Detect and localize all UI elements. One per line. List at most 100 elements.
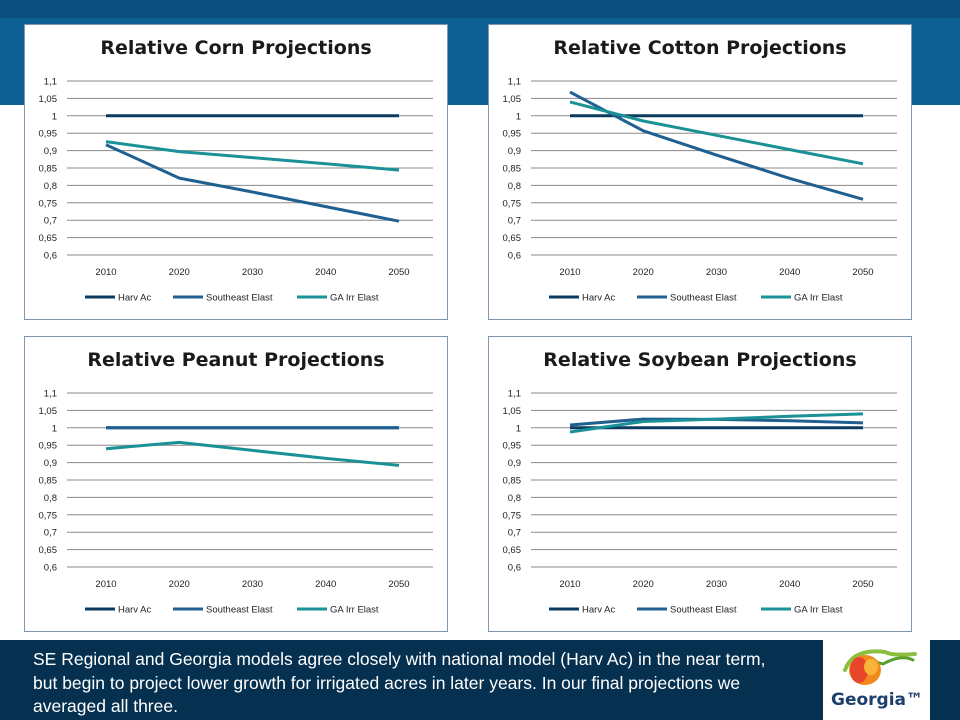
y-tick-label: 1,05 — [503, 406, 522, 417]
y-tick-label: 1 — [516, 423, 521, 434]
y-tick-label: 0,7 — [44, 528, 57, 539]
y-tick-label: 0,8 — [508, 181, 521, 192]
y-tick-label: 0,65 — [39, 233, 58, 244]
y-tick-label: 0,7 — [508, 528, 521, 539]
x-tick-label: 2050 — [388, 267, 409, 278]
y-tick-label: 0,75 — [39, 198, 58, 209]
y-tick-label: 0,85 — [503, 164, 522, 175]
gridlines — [531, 392, 897, 568]
y-tick-label: 0,95 — [503, 129, 522, 140]
y-tick-label: 0,65 — [503, 233, 522, 244]
legend-label: GA Irr Elast — [794, 293, 843, 304]
georgia-logo: Georgia™ — [823, 640, 930, 720]
x-tick-label: 2010 — [95, 579, 116, 590]
y-tick-label: 0,7 — [508, 216, 521, 227]
y-tick-label: 0,75 — [503, 510, 522, 521]
x-tick-label: 2050 — [852, 267, 873, 278]
logo-text: Georgia™ — [831, 690, 924, 710]
series-line-ga-irr-elast — [569, 412, 864, 434]
chart-title: Relative Soybean Projections — [543, 349, 857, 371]
gridlines — [67, 392, 433, 568]
y-tick-label: 1,1 — [508, 77, 521, 88]
y-tick-label: 0,6 — [508, 563, 521, 574]
y-tick-label: 0,95 — [39, 129, 58, 140]
y-tick-label: 1,05 — [503, 94, 522, 105]
y-tick-label: 1 — [516, 111, 521, 122]
series-line-southeast-elast — [569, 90, 864, 201]
gridlines — [67, 80, 433, 256]
legend-label: GA Irr Elast — [330, 605, 379, 616]
chart-svg: 0,6 0,65 0,7 0,75 0,8 0,85 0,9 0,95 1 1,05 1,1 2010… — [503, 389, 897, 616]
y-tick-label: 0,9 — [44, 458, 57, 469]
x-tick-label: 2010 — [95, 267, 116, 278]
y-tick-label: 0,95 — [503, 441, 522, 452]
chart-svg: 0,6 0,65 0,7 0,75 0,8 0,85 0,9 0,95 1 1,05 1,1 2010… — [39, 389, 433, 616]
x-tick-label: 2050 — [852, 579, 873, 590]
chart-panel-soybean: Relative Soybean Projections 0,6 0,65 0,7 0… — [488, 336, 912, 632]
series-line-ga-irr-elast — [105, 440, 400, 467]
series-line-ga-irr-elast — [569, 100, 864, 166]
y-tick-label: 1,05 — [39, 94, 58, 105]
chart-title: Relative Peanut Projections — [87, 349, 385, 371]
series-line-ga-irr-elast — [105, 140, 400, 172]
legend-label: Southeast Elast — [670, 605, 737, 616]
y-tick-label: 1,05 — [39, 406, 58, 417]
legend-label: Harv Ac — [582, 293, 616, 304]
legend-label: Southeast Elast — [670, 293, 737, 304]
x-tick-label: 2030 — [242, 267, 263, 278]
y-tick-label: 1 — [52, 111, 57, 122]
y-tick-label: 0,95 — [39, 441, 58, 452]
y-tick-label: 0,7 — [44, 216, 57, 227]
caption-text: SE Regional and Georgia models agree clo… — [33, 649, 766, 716]
y-tick-label: 0,85 — [503, 476, 522, 487]
y-tick-label: 0,85 — [39, 476, 58, 487]
y-tick-label: 0,9 — [508, 146, 521, 157]
x-tick-label: 2030 — [242, 579, 263, 590]
caption-band: SE Regional and Georgia models agree clo… — [0, 640, 960, 720]
y-tick-label: 0,6 — [44, 251, 57, 262]
chart-svg: 0,6 0,65 0,7 0,75 0,8 0,85 0,9 0,95 1 1,05 1,1 2010… — [39, 77, 433, 304]
chart-panel-cotton: Relative Cotton Projections 0,6 0,65 0,7 0,… — [488, 24, 912, 320]
legend-label: Harv Ac — [118, 605, 152, 616]
x-tick-label: 2040 — [779, 267, 800, 278]
legend-label: Southeast Elast — [206, 293, 273, 304]
chart-panel-corn: Relative Corn Projections 0,6 0,65 0,7 0,75… — [24, 24, 448, 320]
x-tick-label: 2040 — [779, 579, 800, 590]
x-tick-label: 2030 — [706, 579, 727, 590]
x-tick-label: 2010 — [559, 267, 580, 278]
x-tick-label: 2040 — [315, 267, 336, 278]
y-tick-label: 1,1 — [44, 389, 57, 400]
header-band-shade — [0, 0, 960, 18]
y-tick-label: 1,1 — [508, 389, 521, 400]
x-tick-label: 2020 — [633, 579, 654, 590]
x-tick-label: 2020 — [169, 579, 190, 590]
x-tick-label: 2030 — [706, 267, 727, 278]
y-tick-label: 0,6 — [508, 251, 521, 262]
chart-panel-peanut: Relative Peanut Projections 0,6 0,65 0,7 0,… — [24, 336, 448, 632]
peach-icon — [843, 649, 917, 685]
y-tick-label: 0,65 — [39, 545, 58, 556]
x-tick-label: 2050 — [388, 579, 409, 590]
chart-title: Relative Corn Projections — [100, 37, 372, 59]
y-tick-label: 0,8 — [508, 493, 521, 504]
y-tick-label: 0,75 — [503, 198, 522, 209]
y-tick-label: 1 — [52, 423, 57, 434]
chart-title: Relative Cotton Projections — [553, 37, 847, 59]
y-tick-label: 0,8 — [44, 181, 57, 192]
x-tick-label: 2020 — [169, 267, 190, 278]
y-tick-label: 0,6 — [44, 563, 57, 574]
legend-label: GA Irr Elast — [330, 293, 379, 304]
legend-label: GA Irr Elast — [794, 605, 843, 616]
y-tick-label: 0,9 — [44, 146, 57, 157]
y-tick-label: 1,1 — [44, 77, 57, 88]
x-tick-label: 2020 — [633, 267, 654, 278]
x-tick-label: 2040 — [315, 579, 336, 590]
y-tick-label: 0,85 — [39, 164, 58, 175]
legend-label: Harv Ac — [582, 605, 616, 616]
y-tick-label: 0,65 — [503, 545, 522, 556]
series-line-southeast-elast — [105, 143, 400, 223]
legend-label: Southeast Elast — [206, 605, 273, 616]
y-tick-label: 0,75 — [39, 510, 58, 521]
y-tick-label: 0,8 — [44, 493, 57, 504]
legend-label: Harv Ac — [118, 293, 152, 304]
